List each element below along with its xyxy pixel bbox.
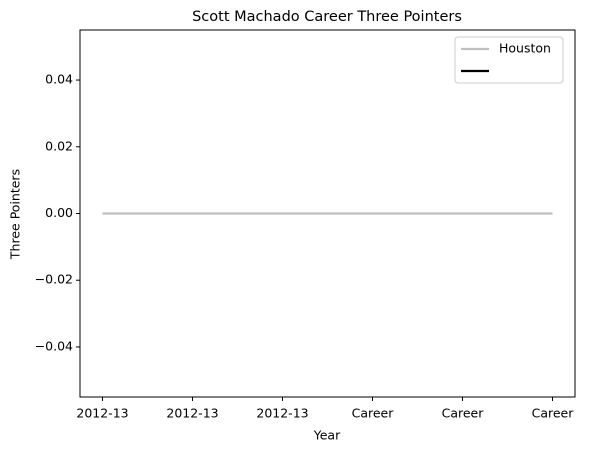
legend-label: Houston <box>499 41 551 56</box>
y-tick-label: −0.04 <box>35 338 73 353</box>
x-tick-label: 2012-13 <box>76 406 128 421</box>
plot-frame <box>79 29 576 398</box>
x-tick-label: 2012-13 <box>256 406 308 421</box>
x-tick-label: Career <box>442 406 485 421</box>
y-tick-label: −0.02 <box>35 272 73 287</box>
y-tick-label: 0.00 <box>45 205 73 220</box>
x-axis-label: Year <box>313 428 341 443</box>
x-tick-label: Career <box>532 406 575 421</box>
y-axis-label: Three Pointers <box>8 169 23 260</box>
y-tick-label: 0.02 <box>45 138 73 153</box>
x-tick-label: Career <box>352 406 395 421</box>
chart-title: Scott Machado Career Three Pointers <box>192 9 462 25</box>
x-tick-label: 2012-13 <box>166 406 218 421</box>
y-tick-label: 0.04 <box>45 72 73 87</box>
